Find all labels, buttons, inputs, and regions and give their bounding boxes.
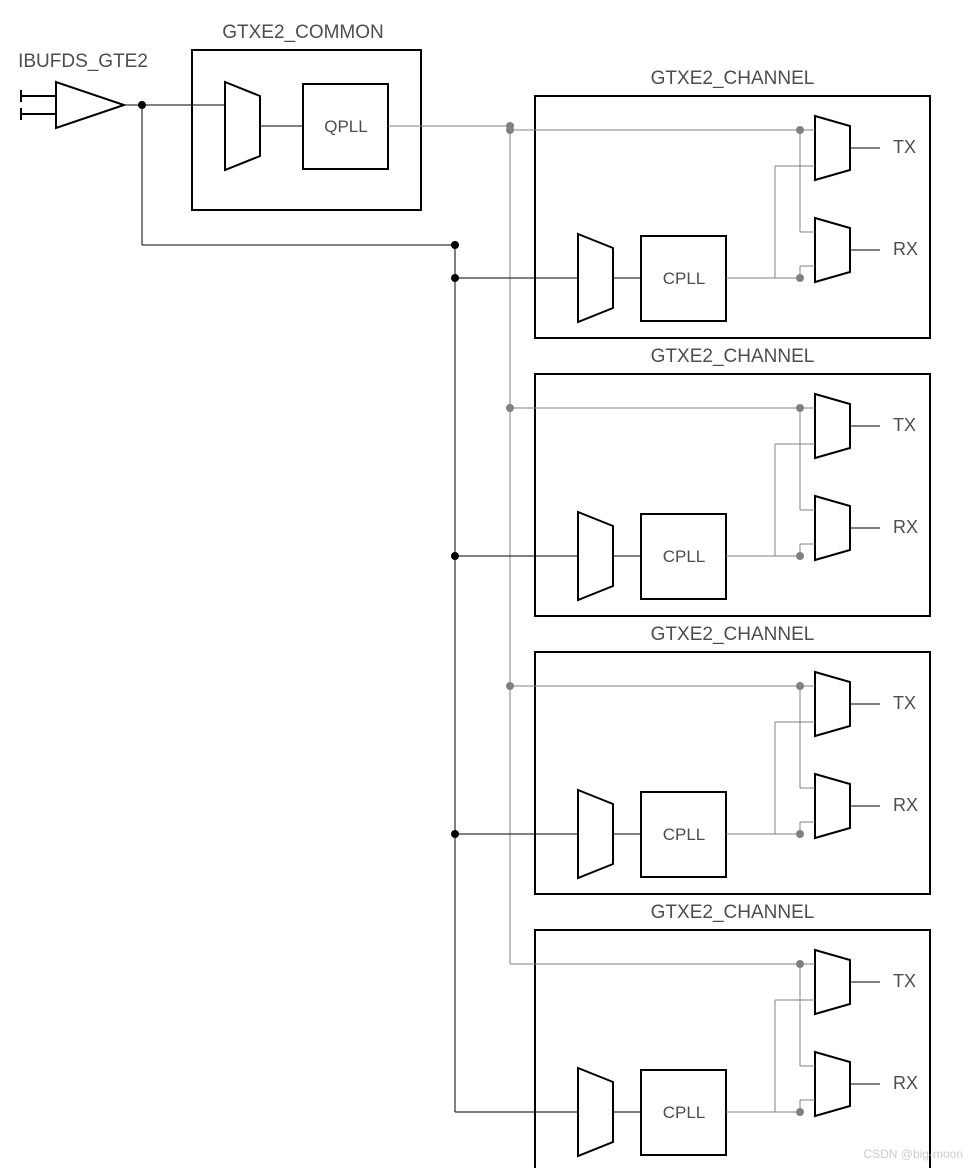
tx-mux — [815, 116, 850, 180]
tx-label: TX — [893, 693, 916, 713]
watermark: CSDN @big-moon — [863, 1147, 963, 1161]
channel-in-mux — [578, 512, 613, 600]
channel-0: GTXE2_CHANNEL CPLL TX RX — [455, 68, 930, 338]
svg-text:CPLL: CPLL — [663, 547, 706, 566]
rx-mux — [815, 774, 850, 838]
channel-label: GTXE2_CHANNEL — [651, 68, 815, 89]
svg-text:QPLL: QPLL — [324, 117, 367, 136]
rx-label: RX — [893, 239, 918, 259]
rx-label: RX — [893, 1073, 918, 1093]
ibufds-label: IBUFDS_GTE2 — [18, 51, 148, 72]
channel-block — [535, 374, 930, 616]
svg-text:CPLL: CPLL — [663, 269, 706, 288]
common-block — [192, 50, 421, 210]
channel-in-mux — [578, 1068, 613, 1156]
rx-mux — [815, 496, 850, 560]
channel-in-mux — [578, 234, 613, 322]
svg-text:CPLL: CPLL — [663, 825, 706, 844]
channel-block — [535, 652, 930, 894]
svg-text:CPLL: CPLL — [663, 1103, 706, 1122]
channel-3: GTXE2_CHANNEL CPLL TX RX — [455, 902, 930, 1168]
channel-label: GTXE2_CHANNEL — [651, 624, 815, 645]
rx-label: RX — [893, 517, 918, 537]
channel-label: GTXE2_CHANNEL — [651, 346, 815, 367]
tx-mux — [815, 394, 850, 458]
tx-label: TX — [893, 137, 916, 157]
tx-mux — [815, 672, 850, 736]
rx-mux — [815, 1052, 850, 1116]
ibufds-buffer — [56, 82, 124, 128]
channel-2: GTXE2_CHANNEL CPLL TX RX — [455, 624, 930, 894]
channel-in-mux — [578, 790, 613, 878]
channel-1: GTXE2_CHANNEL CPLL TX RX — [455, 346, 930, 616]
common-label: GTXE2_COMMON — [222, 22, 384, 43]
rx-label: RX — [893, 795, 918, 815]
tx-label: TX — [893, 971, 916, 991]
tx-label: TX — [893, 415, 916, 435]
rx-mux — [815, 218, 850, 282]
common-mux — [225, 82, 260, 170]
channel-label: GTXE2_CHANNEL — [651, 902, 815, 923]
channel-block — [535, 96, 930, 338]
channel-block — [535, 930, 930, 1168]
tx-mux — [815, 950, 850, 1014]
